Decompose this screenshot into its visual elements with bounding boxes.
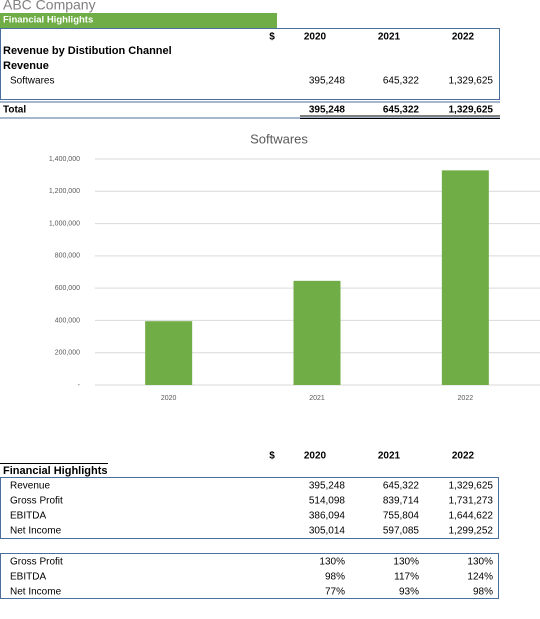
x-tick-label: 2022 — [458, 395, 474, 402]
y-tick-label: 1,200,000 — [49, 188, 80, 195]
bar — [293, 280, 341, 385]
cell: 98% — [325, 572, 345, 583]
x-tick-label: 2021 — [309, 395, 325, 402]
year-header: 2021 — [378, 32, 401, 43]
year-header: 2020 — [304, 32, 327, 43]
chart-title: Softwares — [250, 131, 308, 146]
year-header: 2022 — [452, 451, 475, 462]
bar — [145, 321, 193, 385]
banner-text: Financial Highlights — [3, 15, 93, 26]
total-cell: 395,248 — [309, 105, 346, 116]
cell: 755,804 — [383, 511, 420, 522]
group-title: Revenue — [3, 60, 49, 72]
total-cell: 1,329,625 — [449, 105, 494, 116]
cell: 395,248 — [309, 76, 346, 87]
cell: 1,731,273 — [449, 496, 494, 507]
row-label: Gross Profit — [10, 496, 63, 507]
total-cell: 645,322 — [383, 105, 420, 116]
banner — [0, 13, 277, 28]
row-label: Softwares — [10, 76, 54, 87]
cell: 1,644,622 — [449, 511, 494, 522]
table-box — [0, 553, 499, 599]
cell: 130% — [319, 557, 345, 568]
y-tick-label: 800,000 — [55, 253, 80, 260]
table-box — [0, 28, 500, 100]
cell: 124% — [467, 572, 493, 583]
x-tick-label: 2020 — [161, 395, 177, 402]
currency: $ — [269, 32, 275, 43]
row-label: EBITDA — [10, 511, 46, 522]
y-tick-label: 400,000 — [55, 317, 80, 324]
bar — [441, 170, 489, 385]
cell: 93% — [399, 587, 419, 598]
table-box — [0, 477, 499, 539]
cell: 130% — [393, 557, 419, 568]
row-label: Net Income — [10, 587, 62, 598]
y-tick-label: 1,000,000 — [49, 220, 80, 227]
cell: 77% — [325, 587, 345, 598]
y-tick-label: 1,400,000 — [49, 156, 80, 163]
cell: 514,098 — [309, 496, 346, 507]
total-label: Total — [3, 105, 26, 116]
y-tick-label: - — [78, 382, 81, 389]
row-label: Gross Profit — [10, 557, 63, 568]
row-label: EBITDA — [10, 572, 46, 583]
year-header: 2020 — [304, 451, 327, 462]
cell: 395,248 — [309, 481, 346, 492]
cell: 1,329,625 — [449, 481, 494, 492]
section-title: Revenue by Distibution Channel — [3, 45, 172, 57]
cell: 386,094 — [309, 511, 346, 522]
row-label: Revenue — [10, 481, 50, 492]
y-tick-label: 200,000 — [55, 350, 80, 357]
cell: 117% — [394, 572, 419, 583]
row-label: Net Income — [10, 526, 62, 537]
cell: 130% — [467, 557, 493, 568]
cell: 1,299,252 — [449, 526, 494, 537]
section-title: Financial Highlights — [3, 465, 108, 477]
cell: 839,714 — [383, 496, 420, 507]
year-header: 2021 — [378, 451, 401, 462]
cell: 305,014 — [309, 526, 346, 537]
cell: 645,322 — [383, 481, 420, 492]
year-header: 2022 — [452, 32, 475, 43]
cell: 98% — [473, 587, 493, 598]
currency: $ — [269, 451, 275, 462]
cell: 597,085 — [383, 526, 420, 537]
y-tick-label: 600,000 — [55, 285, 80, 292]
cell: 645,322 — [383, 76, 420, 87]
cell: 1,329,625 — [449, 76, 494, 87]
company-title: ABC Company — [3, 0, 96, 13]
